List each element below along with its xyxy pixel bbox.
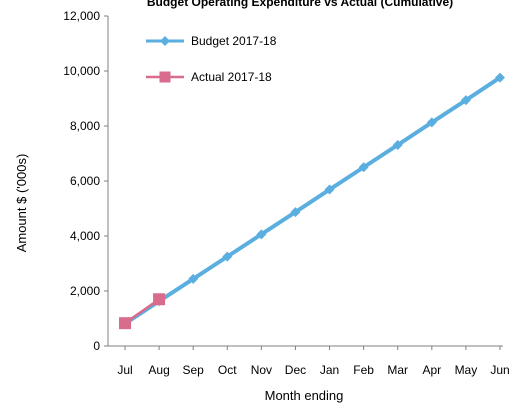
x-tick-label: Jan (320, 363, 339, 377)
y-tick-label: 4,000 (70, 229, 100, 243)
data-point-budget-2017-18 (426, 117, 437, 128)
x-tick-label: May (455, 363, 478, 377)
data-point-budget-2017-18 (290, 207, 301, 218)
x-tick-label: Feb (353, 363, 374, 377)
x-tick-label: Apr (422, 363, 441, 377)
data-point-budget-2017-18 (256, 229, 267, 240)
chart-title: Budget Operating Expenditure vs Actual (… (147, 0, 453, 9)
y-axis-ticks: 0 2,000 4,000 6,000 8,000 10,000 12,000 (63, 9, 108, 353)
y-tick-label: 10,000 (63, 64, 100, 78)
data-point-budget-2017-18 (392, 139, 403, 150)
x-tick-label: Mar (387, 363, 408, 377)
x-tick-label: Aug (148, 363, 169, 377)
legend-marker-actual-2017-18 (159, 71, 171, 83)
data-point-budget-2017-18 (358, 162, 369, 173)
data-point-budget-2017-18 (324, 184, 335, 195)
y-tick-label: 6,000 (70, 174, 100, 188)
x-tick-label: Nov (251, 363, 272, 377)
x-axis-ticks: Jul Aug Sep Oct Nov Dec Jan Feb Mar Apr May Jun (117, 346, 510, 377)
y-tick-label: 8,000 (70, 119, 100, 133)
series-layer (119, 72, 505, 330)
x-axis-title: Month ending (265, 388, 344, 403)
legend-label-budget-2017-18: Budget 2017-18 (191, 34, 277, 48)
data-point-actual-2017-18 (119, 317, 131, 330)
x-tick-label: Sep (183, 363, 205, 377)
data-point-budget-2017-18 (188, 273, 199, 284)
x-tick-label: Jun (490, 363, 509, 377)
data-point-budget-2017-18 (495, 72, 505, 83)
legend: Budget 2017-18 Actual 2017-18 (146, 34, 277, 84)
x-tick-label: Oct (218, 363, 237, 377)
legend-marker-budget-2017-18 (160, 36, 170, 46)
y-tick-label: 2,000 (70, 284, 100, 298)
x-tick-label: Dec (285, 363, 306, 377)
series-line-budget-2017-18 (123, 75, 502, 326)
data-point-actual-2017-18 (153, 293, 166, 306)
y-tick-label: 0 (93, 339, 100, 353)
data-point-budget-2017-18 (222, 251, 233, 262)
data-point-budget-2017-18 (460, 95, 471, 106)
x-tick-label: Jul (117, 363, 132, 377)
legend-label-actual-2017-18: Actual 2017-18 (191, 70, 272, 84)
y-axis-title: Amount $ ('000s) (14, 154, 29, 253)
y-tick-label: 12,000 (63, 9, 100, 23)
